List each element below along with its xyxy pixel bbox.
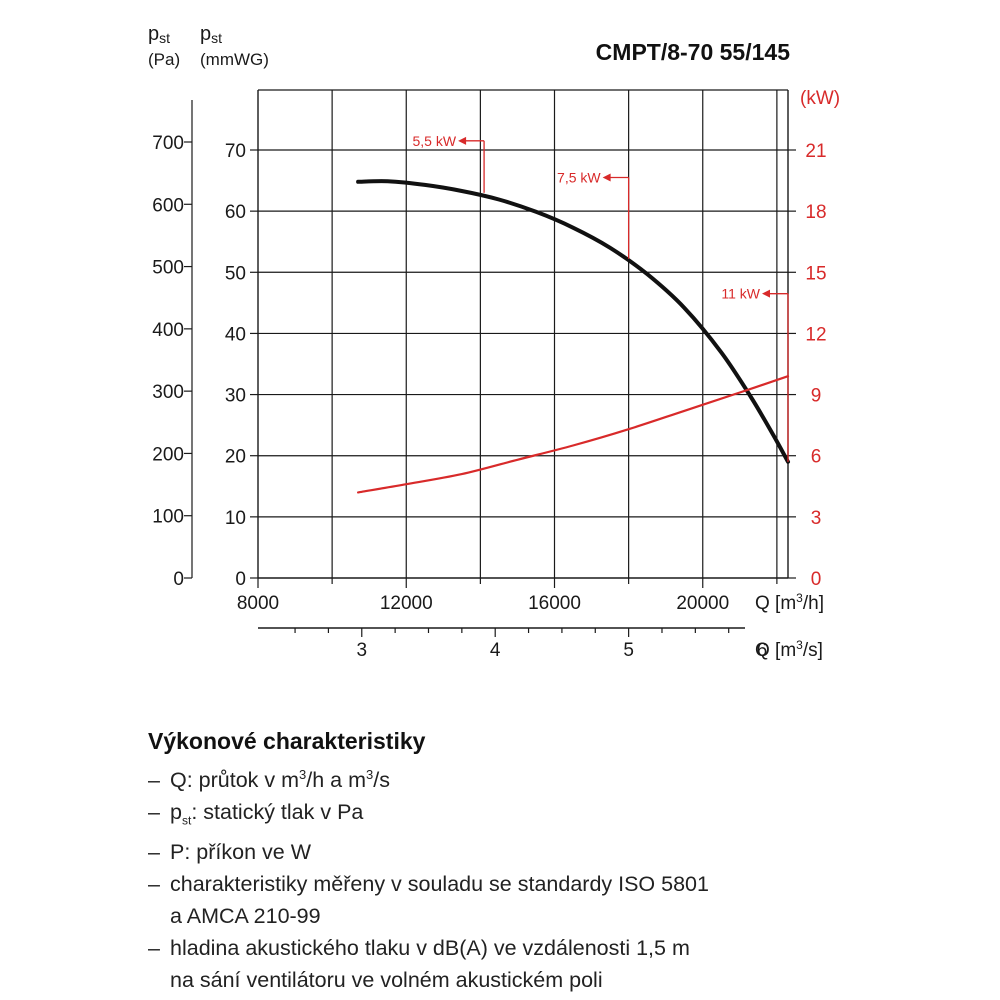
kw-tick-label: 6 — [811, 447, 822, 468]
legend-item-standards: – charakteristiky měřeny v souladu se sta… — [148, 872, 709, 929]
pa-tick-label: 200 — [152, 444, 184, 465]
annotation-arrow — [602, 173, 611, 182]
axis-text: 0100200300400500600700010203040506070036… — [148, 23, 840, 661]
legend-item-acoustic: – hladina akustického tlaku v dB(A) ve vz… — [148, 936, 690, 993]
pa-tick-label: 700 — [152, 133, 184, 154]
pa-tick-label: 0 — [173, 569, 184, 590]
m3h-tick-label: 8000 — [237, 593, 279, 614]
m3h-tick-label: 20000 — [676, 593, 729, 614]
kw-tick-label: 15 — [805, 263, 826, 284]
mmwg-tick-label: 0 — [235, 569, 246, 590]
pressure-curve — [356, 179, 790, 464]
legend-item-flow: – Q: průtok v m3/h a m3/s — [148, 767, 390, 793]
pa-tick-label: 100 — [152, 507, 184, 528]
kw-tick-label: 18 — [805, 202, 826, 223]
m3s-tick-label: 3 — [356, 640, 367, 661]
mmwg-tick-label: 60 — [225, 202, 246, 223]
pa-axis-unit: (Pa) — [148, 50, 180, 69]
pa-tick-label: 300 — [152, 382, 184, 403]
legend-item-pressure: – pst: statický tlak v Pa — [148, 800, 364, 828]
m3h-tick-label: 12000 — [380, 593, 433, 614]
chart-title: CMPT/8-70 55/145 — [596, 39, 791, 65]
annotation-label: 7,5 kW — [557, 170, 601, 186]
annotation-label: 5,5 kW — [413, 133, 457, 149]
legend-block: Výkonové charakteristiky – Q: průtok v m3… — [148, 728, 968, 996]
mmwg-axis-unit: (mmWG) — [200, 50, 269, 69]
pa-axis-symbol: pst — [148, 23, 170, 46]
mmwg-axis-symbol: pst — [200, 23, 222, 46]
pa-tick-label: 600 — [152, 195, 184, 216]
m3s-axis-label: Q [m3/s] — [755, 638, 823, 661]
annotation-arrow — [762, 289, 770, 298]
pa-tick-label: 400 — [152, 320, 184, 341]
mmwg-tick-label: 10 — [225, 508, 246, 529]
mmwg-tick-label: 20 — [225, 447, 246, 468]
mmwg-tick-label: 30 — [225, 386, 246, 407]
kw-tick-label: 21 — [805, 141, 826, 162]
pa-tick-label: 500 — [152, 258, 184, 279]
kw-axis-unit: (kW) — [800, 88, 840, 109]
annotation-label: 11 kW — [721, 286, 760, 302]
kw-tick-label: 3 — [811, 508, 822, 529]
m3s-tick-label: 6 — [757, 640, 768, 661]
legend-title: Výkonové charakteristiky — [148, 728, 426, 754]
legend-item-power: – P: příkon ve W — [148, 840, 311, 865]
annotations: 5,5 kW 7,5 kW 11 kW — [413, 133, 789, 462]
legend-list: – Q: průtok v m3/h a m3/s – pst: statický … — [148, 759, 968, 996]
kw-tick-label: 9 — [811, 386, 822, 407]
mmwg-tick-label: 40 — [225, 324, 246, 345]
axes — [184, 89, 796, 637]
mmwg-tick-label: 70 — [225, 141, 246, 162]
m3s-tick-label: 4 — [490, 640, 501, 661]
grid — [258, 90, 788, 578]
kw-tick-label: 12 — [805, 324, 826, 345]
kw-tick-label: 0 — [811, 569, 822, 590]
series-layer — [356, 179, 790, 494]
m3s-tick-label: 5 — [623, 640, 634, 661]
power-curve — [357, 375, 790, 494]
m3h-tick-label: 16000 — [528, 593, 581, 614]
mmwg-tick-label: 50 — [225, 263, 246, 284]
annotation-arrow — [458, 136, 467, 145]
m3h-axis-label: Q [m3/h] — [755, 591, 824, 614]
